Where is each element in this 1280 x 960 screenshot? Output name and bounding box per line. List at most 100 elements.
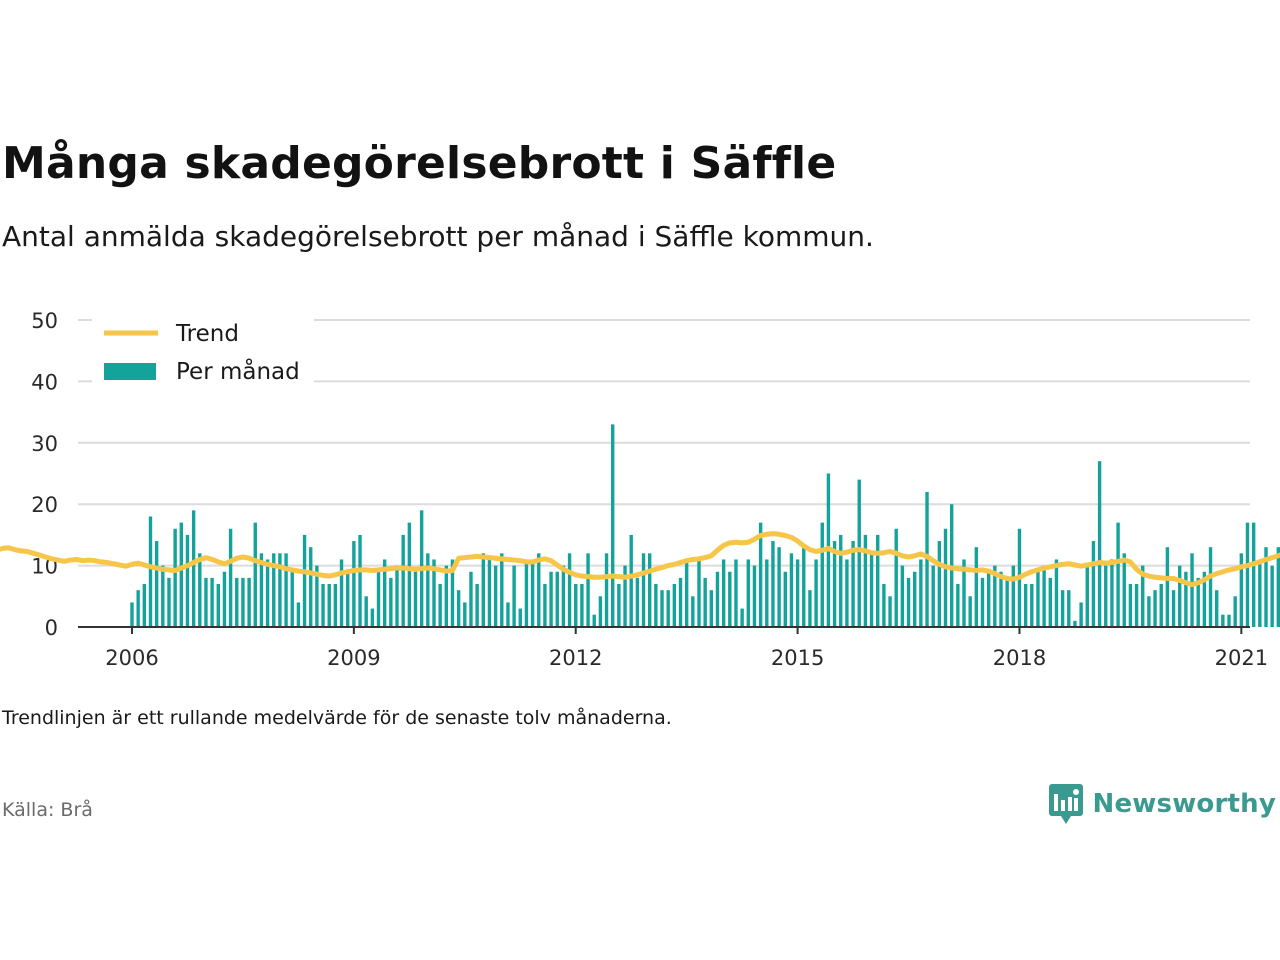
bar [333,584,338,627]
bar [290,571,294,627]
bar [500,553,504,627]
bar [530,559,535,627]
bar [463,602,467,627]
bar [456,590,461,627]
bar [321,584,325,627]
bar [1005,577,1009,627]
bar [746,559,750,627]
bar [980,577,985,627]
bar [469,571,473,627]
brand-logo[interactable]: Newsworthy [1048,784,1276,824]
bar [586,553,590,627]
bar [697,559,701,627]
x-tick-label: 2009 [327,646,380,670]
bar [493,565,498,627]
bar [518,608,522,627]
bar [734,559,738,627]
bar [1264,547,1268,627]
bar [876,534,880,627]
legend: Trend Per månad [92,318,314,390]
bar [857,479,861,627]
bar [487,559,492,627]
bar [882,584,886,627]
bar [1233,596,1237,627]
bar [506,602,510,627]
bar [1208,547,1213,627]
newsworthy-logo-icon [1048,784,1083,824]
bar [894,528,898,627]
bar [389,577,393,627]
bar [537,553,541,627]
legend-bar-swatch [104,363,156,380]
bar [1141,565,1145,627]
bar [284,553,288,627]
bar [1122,553,1126,627]
x-tick-label: 2021 [1215,646,1268,670]
bar-series [130,424,1280,627]
bar [832,541,837,627]
bar [512,565,516,627]
bar [154,541,159,627]
y-tick-label: 20 [31,493,58,517]
bar [136,590,140,627]
bar [407,522,412,627]
bar [1097,461,1102,627]
bar [204,577,208,627]
axes: 2006200920122015201820212023 [78,626,1268,670]
bar [228,528,233,627]
bar [1134,584,1139,627]
bar [721,559,726,627]
bar [401,534,405,627]
bar [919,559,923,627]
x-tick-label: 2006 [105,646,158,670]
bar [906,577,911,627]
bar [1153,590,1157,627]
bar [691,596,695,627]
bar [191,510,196,627]
bar [1128,584,1133,627]
bar [839,534,843,627]
bar [370,608,375,627]
bar [937,541,942,627]
bar [1023,584,1028,627]
bar [1067,590,1071,627]
bar [1011,565,1016,627]
bar [678,577,683,627]
bar [339,559,344,627]
bar [802,547,806,627]
bar [438,584,442,627]
bar [358,534,362,627]
bar [413,571,418,627]
x-tick-label: 2015 [771,646,824,670]
bar [666,590,670,627]
bar [617,584,621,627]
bar [1276,547,1280,627]
bar [863,534,868,627]
bar [1073,620,1077,627]
bar [272,553,276,627]
bar [623,565,627,627]
bar [1104,565,1108,627]
bar [943,528,948,627]
trend-series [0,531,1280,588]
bar [1227,614,1231,627]
bar [432,559,436,627]
bar [216,584,220,627]
bar [210,577,214,627]
bar [395,565,399,627]
bar [1190,553,1194,627]
bar [1030,584,1034,627]
bar [869,553,874,627]
bar [771,541,775,627]
bar [161,565,165,627]
bar [703,577,707,627]
bar [931,565,935,627]
trend-line [0,531,1280,588]
bar [198,553,202,627]
bar [611,424,615,627]
bar [1054,559,1059,627]
bar [1221,614,1225,627]
bar [709,590,714,627]
bar [765,559,769,627]
